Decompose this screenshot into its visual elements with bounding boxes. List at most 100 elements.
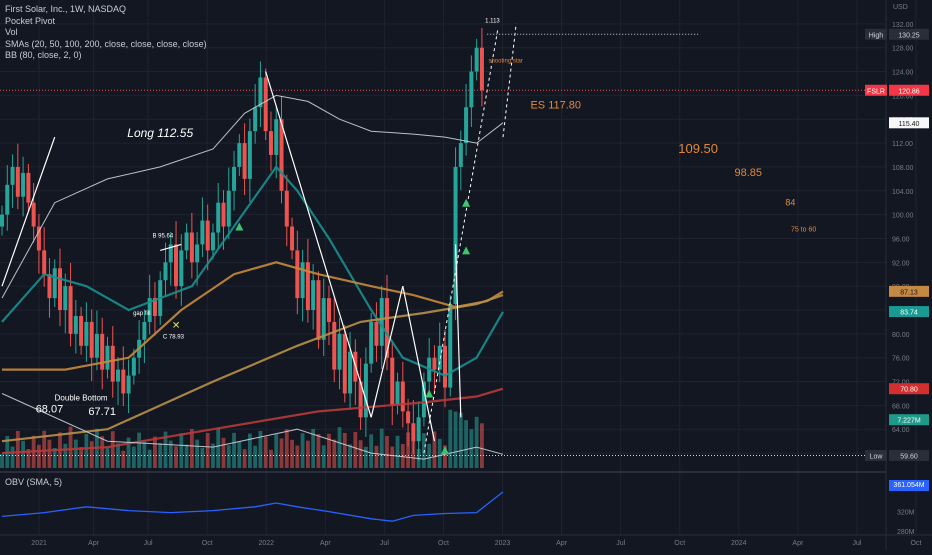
line-sma-100 <box>1 294 504 443</box>
volume-bar <box>15 431 20 468</box>
volume-bar <box>63 443 68 468</box>
candle-body <box>105 345 110 370</box>
volume-bar <box>353 432 358 468</box>
candle-body <box>79 315 84 346</box>
volume-bar <box>52 448 57 468</box>
obv-line <box>1 491 504 522</box>
candle-body <box>210 232 215 251</box>
candle-body <box>89 321 94 358</box>
candle-body <box>326 298 331 322</box>
volume-bar <box>437 438 442 468</box>
volume-bar <box>131 446 136 468</box>
y-tick-label: 64.00 <box>892 427 910 434</box>
candle-body <box>47 274 52 299</box>
volume-bar <box>47 439 52 468</box>
candle-body <box>174 244 179 287</box>
candle-body <box>205 220 210 251</box>
y-tick-label: 132.00 <box>892 22 914 29</box>
candle-body <box>442 345 448 388</box>
candle-body <box>189 232 194 263</box>
volume-bar <box>480 423 484 468</box>
volume-bar <box>137 432 142 468</box>
y-tick-label: 124.00 <box>892 70 914 77</box>
candle-body <box>284 190 289 227</box>
candle-body <box>232 166 237 191</box>
candle-body <box>474 47 479 72</box>
candle-body <box>94 333 99 358</box>
candle-body <box>10 166 15 185</box>
obv-value-badge: 361.054M <box>889 480 929 491</box>
y-tick-label: 72.00 <box>892 380 910 387</box>
candle-body <box>453 166 458 305</box>
candle-body <box>321 298 326 340</box>
candle-body <box>26 172 31 203</box>
candle-body <box>84 321 89 346</box>
candle-body <box>332 321 337 370</box>
price-badge <box>889 285 929 297</box>
candle-body <box>179 250 184 287</box>
volume-bar <box>211 443 215 468</box>
price-badge <box>889 414 929 426</box>
volume-bar <box>79 447 84 468</box>
price-badge-value: 87.13 <box>900 289 918 296</box>
volume-bar <box>348 444 352 468</box>
x-tick-label: Apr <box>792 540 804 547</box>
volume-bar <box>68 426 73 468</box>
volume-bar <box>0 454 4 468</box>
x-tick-label: Apr <box>320 540 332 547</box>
annotation-label: 84 <box>785 198 795 208</box>
x-tick-label: Oct <box>674 540 685 547</box>
volume-bar <box>406 432 410 468</box>
volume-bar <box>279 438 284 468</box>
volume-bar <box>84 433 89 468</box>
candle-body <box>274 119 279 156</box>
price-badge-tag-text: FSLR <box>867 88 885 95</box>
candle-body <box>226 190 231 227</box>
candle-body <box>432 357 437 370</box>
candle-body <box>348 351 353 394</box>
candle-body <box>126 375 131 394</box>
candle-body <box>163 262 168 281</box>
volume-bar <box>105 446 110 468</box>
line-bb-80 <box>1 94 504 299</box>
candle-body <box>305 262 310 311</box>
price-badge-value: 120.86 <box>898 88 920 95</box>
volume-bar <box>390 446 395 468</box>
candle-body <box>237 143 242 167</box>
y-tick-label: 92.00 <box>892 260 910 267</box>
price-badge <box>889 383 929 395</box>
volume-bar <box>142 441 147 468</box>
x-tick-label: Jul <box>380 540 389 547</box>
candle-body <box>268 131 273 156</box>
volume-bar <box>89 441 94 468</box>
price-badge <box>889 449 929 461</box>
x-tick-label: Oct <box>202 540 213 547</box>
volume-bar <box>10 446 15 468</box>
volume-bar <box>158 443 163 468</box>
candle-body <box>110 345 115 382</box>
volume-bar <box>458 412 463 468</box>
x-tick-label: Oct <box>911 540 922 547</box>
line-sma-50 <box>2 261 504 371</box>
candle-body <box>242 143 247 179</box>
candle-body <box>421 381 426 418</box>
candle-body <box>316 280 321 340</box>
volume-bar <box>400 444 405 468</box>
volume-bar <box>443 445 447 468</box>
indicator-bb: BB (80, close, 2, 0) <box>5 50 82 60</box>
x-tick-label: Jul <box>852 540 861 547</box>
trend-line <box>402 286 436 442</box>
volume-bar <box>253 445 258 468</box>
volume-bar <box>305 440 310 468</box>
obv-tick-label: 280M <box>897 529 915 536</box>
volume-bar <box>153 436 157 468</box>
candle-body <box>195 244 200 263</box>
price-badge-tag <box>865 449 887 461</box>
candle-body <box>411 423 416 442</box>
volume-bar <box>189 429 194 468</box>
annotation-label: 1.113 <box>485 19 500 25</box>
trend-line <box>265 71 372 418</box>
x-tick-label: 2023 <box>495 540 511 547</box>
